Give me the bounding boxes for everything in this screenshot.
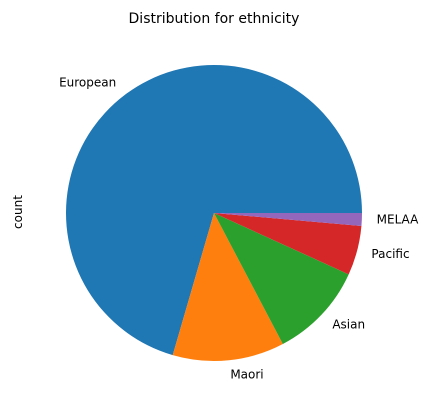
- pie-label-european: European: [59, 75, 116, 89]
- y-axis-label: count: [11, 195, 25, 229]
- pie-label-asian: Asian: [332, 317, 365, 331]
- pie-slices: [66, 65, 362, 361]
- chart-title: Distribution for ethnicity: [129, 11, 300, 27]
- pie-label-maori: Maori: [230, 367, 263, 381]
- pie-label-melaa: MELAA: [377, 213, 419, 227]
- pie-label-pacific: Pacific: [371, 247, 409, 261]
